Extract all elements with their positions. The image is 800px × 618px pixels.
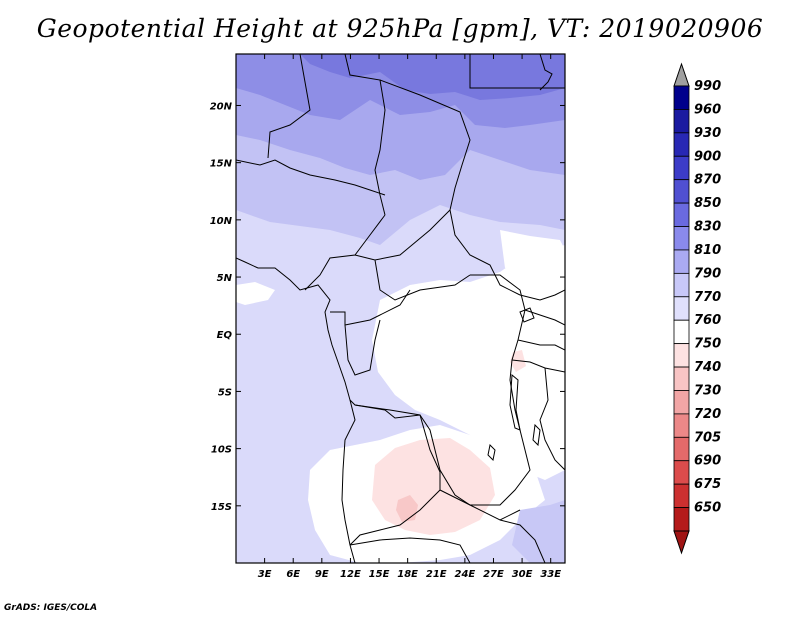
- colorbar-label: 850: [694, 196, 721, 211]
- colorbar-top-arrow: [673, 62, 690, 87]
- colorbar-swatch: [673, 296, 690, 321]
- lon-tick-label: 30E: [512, 569, 533, 580]
- boundary-libya-chad: [267, 54, 311, 159]
- colorbar-swatch: [673, 413, 690, 438]
- lake-outlines: [487, 307, 541, 462]
- boundary-chad-sudan: [379, 79, 521, 296]
- colorbar-label: 650: [694, 501, 721, 516]
- colorbar-label: 730: [694, 383, 721, 398]
- boundary-niger-chad: [344, 54, 386, 216]
- colorbar-swatch: [673, 109, 690, 134]
- colorbar-swatch: [673, 155, 690, 181]
- boundary-drc: [349, 274, 531, 506]
- colorbar-label: 930: [694, 126, 721, 141]
- height-field: [236, 54, 565, 563]
- lon-tick-label: 18E: [397, 569, 418, 580]
- lon-tick-label: 21E: [426, 569, 447, 580]
- colorbar-swatch: [673, 179, 690, 204]
- field-760-east: [500, 230, 565, 268]
- field-790-southeast: [512, 500, 565, 563]
- boundary-east-africa: [511, 289, 565, 471]
- lat-tick-label: 5S: [218, 387, 232, 398]
- colorbar-swatch: [673, 483, 690, 508]
- lat-tick-label: EQ: [217, 330, 233, 341]
- colorbar-label: 690: [694, 454, 721, 469]
- colorbar-swatch: [673, 507, 690, 532]
- colorbar-swatch: [673, 343, 690, 368]
- lon-tick-label: 3E: [258, 569, 272, 580]
- colorbar-swatch: [673, 390, 690, 415]
- colorbar-label: 740: [694, 360, 721, 375]
- lat-tick-label: 5N: [217, 273, 233, 284]
- colorbar-label: 990: [694, 79, 721, 94]
- field-760-central: [372, 245, 565, 480]
- colorbar-swatch: [673, 226, 690, 251]
- lat-tick-label: 10S: [211, 445, 232, 456]
- colorbar-swatch: [673, 132, 690, 157]
- colorbar-label: 900: [694, 149, 721, 164]
- colorbar-swatch: [673, 272, 690, 298]
- lon-tick-label: 27E: [483, 569, 504, 580]
- lat-tick-label: 15N: [210, 159, 233, 170]
- colorbar-label: 750: [694, 337, 721, 352]
- colorbar-swatch: [673, 460, 690, 485]
- lat-tick-label: 15S: [211, 502, 232, 513]
- lon-tick-label: 24E: [454, 569, 475, 580]
- lat-tick-label: 20N: [210, 101, 233, 112]
- boundary-car: [304, 209, 471, 301]
- lon-tick-label: 12E: [340, 569, 361, 580]
- lon-tick-label: 9E: [315, 569, 329, 580]
- boundary-sahel: [236, 159, 386, 196]
- colorbar-label: 830: [694, 220, 721, 235]
- boundary-angola-zambia: [349, 404, 521, 546]
- lat-tick-label: 10N: [210, 216, 233, 227]
- colorbar: 990 960 930 900 870 850 830 810 790 770 760 750 740 7…: [673, 62, 721, 555]
- colorbar-swatch: [673, 436, 690, 462]
- grads-credit: GrADS: IGES/COLA: [4, 603, 98, 613]
- colorbar-label: 705: [694, 430, 721, 445]
- colorbar-label: 810: [694, 243, 721, 258]
- colorbar-swatch: [673, 202, 690, 227]
- colorbar-label: 790: [694, 266, 721, 281]
- colorbar-label: 760: [694, 313, 721, 328]
- map-boundaries: [236, 54, 565, 563]
- map-frame: [235, 53, 566, 564]
- colorbar-swatch: [673, 249, 690, 274]
- axis-ticks: 3E 6E 9E 12E 15E 18E 21E 24E 27E 30E 33E 20N 15N 10N 5…: [210, 54, 565, 580]
- coastline-west-africa: [236, 257, 356, 563]
- colorbar-swatch: [673, 319, 690, 345]
- colorbar-swatch: [673, 366, 690, 391]
- colorbar-bottom-arrow: [673, 530, 690, 555]
- colorbar-swatch: [673, 85, 690, 110]
- colorbar-label: 960: [694, 102, 721, 117]
- lon-tick-label: 33E: [540, 569, 561, 580]
- lon-tick-label: 6E: [286, 569, 300, 580]
- boundary-cameroon-gabon: [330, 311, 381, 376]
- colorbar-label: 870: [694, 173, 721, 188]
- coastline-red-sea: [539, 54, 553, 91]
- colorbar-label: 770: [694, 290, 721, 305]
- plot-title: Geopotential Height at 925hPa [gpm], VT:…: [36, 14, 764, 43]
- lon-tick-label: 15E: [369, 569, 390, 580]
- boundary-egypt-sudan: [469, 54, 565, 89]
- field-760-west-blob: [236, 282, 275, 305]
- boundary-south: [349, 519, 546, 563]
- colorbar-label: 720: [694, 407, 721, 422]
- colorbar-label: 675: [694, 477, 721, 492]
